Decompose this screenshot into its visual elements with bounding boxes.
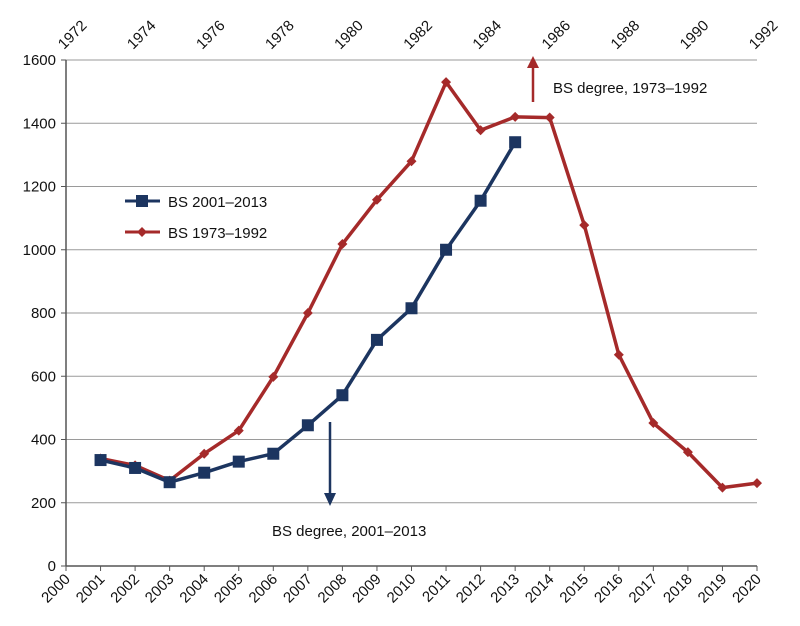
x-tick-label: 2019 [695,571,731,607]
y-axis-ticks: 0 200 400 600 800 1000 1200 1400 1600 [23,52,66,575]
point-series-2-2014 [544,112,555,123]
top-tick-label: 1974 [124,17,160,53]
point-series-2-2011 [441,77,452,88]
point-series-1-2007 [301,419,314,432]
legend-marker-series-1 [136,195,148,207]
legend-marker-series-2 [137,227,147,237]
y-tick-label: 1000 [23,242,56,259]
x-tick-label: 2017 [626,571,662,607]
point-series-1-2003 [163,476,176,489]
point-series-2-2015 [579,220,590,231]
annotations: BS degree, 1973–1992 BS degree, 2001–201… [272,56,707,540]
point-series-1-2004 [198,466,211,479]
point-series-2-2009 [371,194,382,205]
y-tick-label: 800 [31,305,56,322]
x-tick-label: 2016 [591,571,627,607]
x-tick-label: 2000 [38,571,74,607]
top-axis-ticks: 1972 1974 1976 1978 1980 1982 1984 1986 1988 1990… [55,17,782,53]
series-lines [94,77,762,493]
legend: BS 2001–2013 BS 1973–1992 [125,194,267,242]
point-series-1-2013 [509,136,522,149]
x-tick-label: 2001 [73,571,109,607]
legend-item-bs-2001-2013: BS 2001–2013 [125,194,267,211]
point-series-2-2006 [268,371,279,382]
point-series-1-2002 [129,461,142,474]
annotation-arrow-up-head [527,56,539,68]
x-tick-label: 2009 [349,571,385,607]
annotation-arrow-down-head [324,493,336,506]
top-tick-label: 1978 [262,17,298,53]
y-tick-label: 400 [31,432,56,449]
y-tick-label: 600 [31,368,56,385]
x-tick-label: 2004 [176,571,212,607]
point-series-2-2007 [302,308,313,318]
point-series-2-2005 [233,425,244,436]
point-series-2-2008 [337,239,348,250]
x-tick-label: 2005 [211,571,247,607]
point-series-1-2006 [267,447,280,460]
x-tick-label: 2007 [280,571,316,607]
point-series-2-2019 [717,482,728,493]
point-series-1-2005 [232,455,245,468]
annotation-label-1973-1992: BS degree, 1973–1992 [553,80,707,97]
point-series-2-2010 [406,156,417,167]
point-series-1-2009 [370,333,383,346]
x-tick-label: 2018 [660,571,696,607]
point-series-2-2004 [199,448,210,459]
point-series-1-2012 [474,194,487,207]
y-tick-label: 200 [31,495,56,512]
y-tick-label: 1400 [23,115,56,132]
x-tick-label: 2011 [419,571,454,606]
point-series-2-2018 [682,447,693,458]
top-tick-label: 1990 [677,17,713,53]
top-tick-label: 1992 [746,17,782,53]
x-tick-label: 2013 [487,571,523,607]
y-tick-label: 1200 [23,179,56,196]
x-tick-label: 2012 [453,571,489,607]
point-series-1-2001 [94,454,107,467]
point-series-2-2020 [752,478,762,489]
legend-label-series-2: BS 1973–1992 [168,225,267,242]
x-tick-label: 2003 [142,571,178,607]
x-tick-label: 2020 [729,571,765,607]
y-tick-label: 0 [48,558,56,575]
bottom-axis-ticks: 2000200120022003200420052006200720082009… [38,566,765,606]
top-tick-label: 1986 [539,17,575,53]
top-tick-label: 1972 [55,17,91,53]
annotation-1973-1992: BS degree, 1973–1992 [527,56,707,102]
annotation-label-2001-2013: BS degree, 2001–2013 [272,523,426,540]
x-tick-label: 2010 [384,571,420,607]
x-tick-label: 2002 [107,571,143,607]
point-series-2-2012 [475,125,486,136]
top-tick-label: 1988 [608,17,644,53]
x-tick-label: 2006 [246,571,282,607]
x-tick-label: 2014 [522,571,558,607]
series-line-2 [100,80,758,490]
y-tick-label: 1600 [23,52,56,69]
top-tick-label: 1980 [331,17,367,53]
top-tick-label: 1976 [193,17,229,53]
point-series-1-2008 [336,389,349,402]
point-series-1-2010 [405,302,418,315]
point-series-2-2016 [613,349,624,360]
point-series-2-2017 [648,418,659,429]
x-tick-label: 2008 [315,571,351,607]
annotation-2001-2013: BS degree, 2001–2013 [272,422,426,540]
legend-label-series-1: BS 2001–2013 [168,194,267,211]
top-tick-label: 1982 [400,17,436,53]
point-series-2-2013 [510,111,521,122]
point-series-1-2011 [440,243,453,256]
x-tick-label: 2015 [556,571,592,607]
legend-item-bs-1973-1992: BS 1973–1992 [125,225,267,242]
top-tick-label: 1984 [469,17,505,53]
